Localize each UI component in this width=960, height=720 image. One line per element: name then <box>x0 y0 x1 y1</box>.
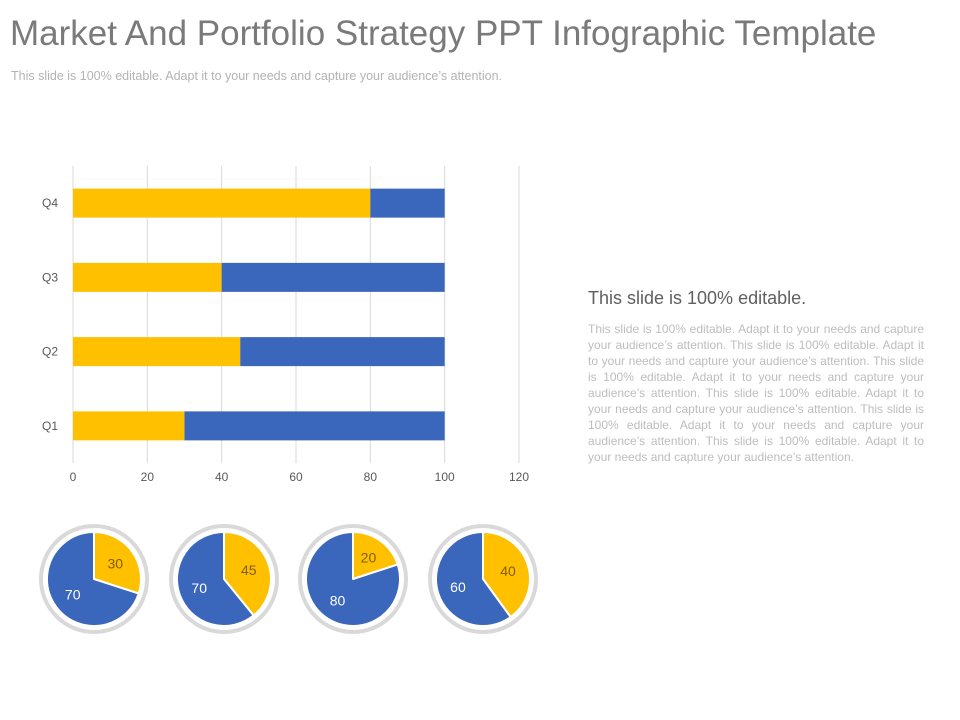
bar-q4-series-2 <box>370 188 445 218</box>
text-panel: This slide is 100% editable. This slide … <box>588 288 924 465</box>
pie-1-label-1: 30 <box>108 556 124 572</box>
bar-q4-series-1 <box>73 188 371 218</box>
pie-3-label-2: 80 <box>330 592 346 608</box>
bar-q2-series-1 <box>73 337 241 367</box>
panel-body: This slide is 100% editable. Adapt it to… <box>588 322 924 464</box>
pie-1-slice-1 <box>93 531 142 595</box>
x-tick-label-0: 0 <box>70 470 77 484</box>
y-tick-label-q3: Q3 <box>42 270 58 284</box>
bar-q3-series-2 <box>221 262 445 292</box>
y-tick-label-q4: Q4 <box>42 196 58 210</box>
x-tick-label-40: 40 <box>215 470 229 484</box>
y-tick-label-q1: Q1 <box>42 419 58 433</box>
pie-2: 45 70 <box>169 524 279 634</box>
y-tick-label-q2: Q2 <box>42 345 58 359</box>
pie-1: 30 70 <box>39 524 149 634</box>
pie-4: 40 60 <box>428 524 538 634</box>
page-subtitle: This slide is 100% editable. Adapt it to… <box>11 69 503 83</box>
x-tick-label-100: 100 <box>435 470 455 484</box>
pie-4-label-1: 40 <box>500 563 516 579</box>
bar-q3-series-1 <box>73 262 222 292</box>
pie-3-slice-2 <box>305 531 401 627</box>
bar-q2-series-2 <box>240 337 445 367</box>
pie-4-label-2: 60 <box>450 579 466 595</box>
pie-4-slice-1 <box>482 531 531 619</box>
pie-2-label-1: 45 <box>241 562 257 578</box>
bar-q1-series-1 <box>73 411 185 441</box>
x-tick-label-80: 80 <box>364 470 378 484</box>
pie-2-slice-1 <box>223 531 272 617</box>
page-title: Market And Portfolio Strategy PPT Infogr… <box>10 14 877 53</box>
pie-1-slice-2 <box>46 531 140 627</box>
x-tick-label-120: 120 <box>509 470 529 484</box>
pie-2-label-2: 70 <box>191 580 207 596</box>
panel-heading: This slide is 100% editable. <box>588 288 807 308</box>
pie-2-slice-2 <box>176 531 255 627</box>
pie-3-label-1: 20 <box>361 550 377 566</box>
x-tick-label-60: 60 <box>289 470 303 484</box>
bar-q1-series-2 <box>184 411 445 441</box>
x-tick-label-20: 20 <box>141 470 155 484</box>
pie-4-slice-2 <box>435 531 512 627</box>
pie-1-label-2: 70 <box>65 586 81 602</box>
